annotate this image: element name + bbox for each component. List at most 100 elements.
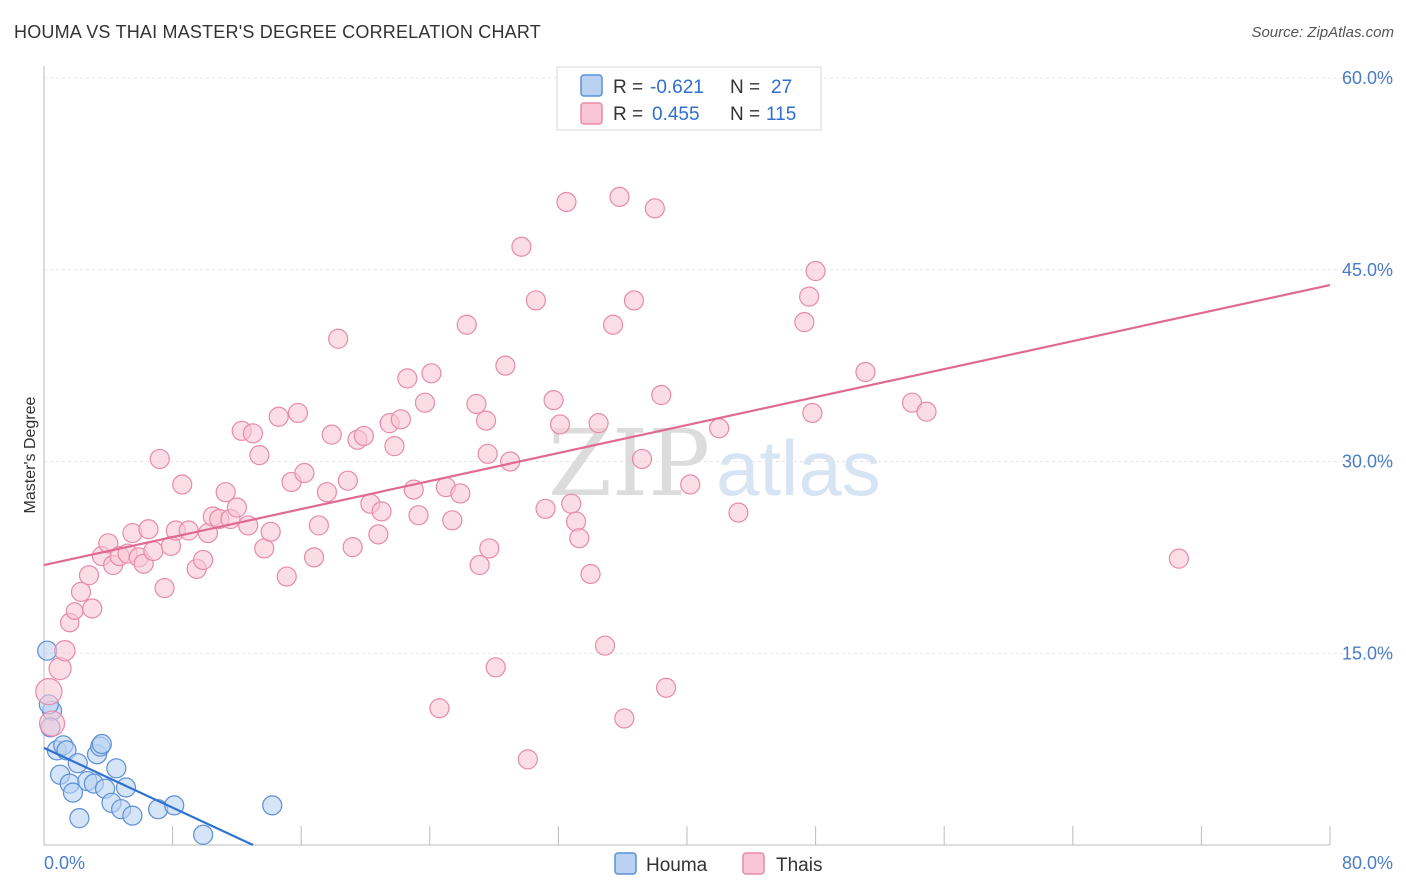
trend-line-houma (43, 746, 254, 846)
point-thais-17 (138, 519, 159, 540)
y-tick-label-3: 60.0% (1342, 68, 1393, 88)
point-thais-23 (172, 474, 193, 495)
y-tick-labels: 15.0% 30.0% 45.0% 60.0% (1342, 68, 1393, 663)
point-houma-10 (69, 808, 90, 829)
legend-label-thais: Thais (776, 855, 822, 876)
point-thais-19 (149, 448, 170, 470)
point-thais-93 (623, 290, 645, 311)
gridlines (44, 77, 1393, 654)
point-thais-105 (855, 361, 876, 383)
point-thais-50 (342, 537, 363, 558)
point-thais-52 (353, 425, 374, 447)
series-legend: Houma Thais (614, 852, 822, 876)
point-thais-82 (549, 414, 571, 435)
point-houma-24 (193, 824, 214, 845)
point-thais-63 (421, 363, 442, 384)
point-thais-108 (1168, 548, 1189, 569)
point-thais-6 (70, 581, 92, 602)
point-houma-18 (106, 758, 127, 779)
point-thais-57 (384, 436, 405, 457)
point-houma-21 (122, 805, 143, 826)
point-thais-35 (242, 423, 264, 444)
point-thais-58 (390, 409, 411, 430)
watermark: ZIP atlas (548, 410, 881, 517)
chart-title: HOUMA VS THAI MASTER'S DEGREE CORRELATIO… (14, 22, 541, 42)
point-thais-47 (321, 424, 342, 445)
point-thais-55 (371, 501, 392, 522)
point-thais-61 (408, 505, 429, 526)
point-thais-0 (35, 677, 63, 706)
source-credit: Source: ZipAtlas.com (1251, 24, 1394, 41)
x-tick-labels: 0.0% 80.0% (44, 853, 1393, 873)
point-houma-25 (262, 795, 283, 816)
point-thais-106 (901, 392, 923, 413)
point-thais-66 (442, 510, 463, 531)
stats-r-label-thais: R = (613, 104, 643, 125)
stats-n-label-thais: N = (730, 104, 760, 125)
point-thais-73 (477, 443, 498, 464)
point-thais-107 (916, 401, 937, 422)
point-thais-45 (308, 515, 329, 536)
point-thais-100 (728, 502, 749, 523)
point-thais-98 (680, 474, 701, 495)
point-thais-38 (260, 521, 281, 542)
stats-n-label-houma: N = (730, 77, 760, 98)
series-thais (35, 186, 1189, 770)
point-thais-30 (215, 482, 236, 503)
point-thais-79 (525, 290, 546, 311)
point-thais-59 (397, 368, 418, 389)
point-thais-70 (469, 554, 490, 576)
y-tick-label-2: 45.0% (1342, 260, 1393, 280)
point-thais-75 (495, 355, 516, 376)
point-thais-104 (805, 260, 826, 282)
point-thais-8 (82, 598, 103, 619)
point-thais-95 (644, 198, 665, 219)
point-thais-26 (193, 549, 214, 571)
point-thais-102 (799, 286, 820, 307)
point-thais-87 (580, 563, 601, 585)
stats-legend: R = -0.621 N = 27 R = 0.455 N = 115 (556, 66, 822, 131)
legend-swatch-thais (742, 852, 765, 875)
stats-r-value-thais: 0.455 (652, 104, 700, 125)
point-thais-18 (143, 540, 164, 562)
point-thais-84 (561, 493, 582, 514)
data-points (35, 186, 1189, 845)
point-houma-0 (37, 640, 58, 661)
point-thais-40 (276, 566, 297, 587)
y-axis-label: Master's Degree (22, 396, 39, 513)
point-thais-46 (316, 482, 338, 503)
point-thais-43 (294, 462, 315, 484)
point-thais-77 (511, 236, 532, 257)
point-thais-92 (614, 708, 635, 729)
point-thais-44 (303, 547, 325, 568)
point-thais-62 (414, 392, 436, 413)
point-thais-42 (287, 402, 309, 424)
y-tick-label-1: 30.0% (1342, 452, 1393, 472)
point-thais-49 (337, 470, 358, 491)
point-houma-20 (115, 777, 137, 798)
point-thais-72 (479, 538, 500, 559)
point-thais-10 (98, 533, 119, 554)
point-thais-1 (38, 710, 66, 737)
point-thais-67 (450, 483, 471, 504)
x-tick-label-max: 80.0% (1342, 853, 1393, 873)
legend-label-houma: Houma (646, 855, 708, 876)
point-thais-24 (178, 520, 199, 541)
point-thais-36 (249, 445, 270, 466)
point-thais-85 (565, 511, 587, 532)
trend-lines (43, 284, 1331, 846)
point-thais-91 (609, 186, 630, 207)
legend-swatch-houma (614, 852, 637, 875)
series-houma (37, 640, 283, 845)
x-tick-label-min: 0.0% (44, 853, 85, 873)
point-thais-97 (656, 677, 677, 698)
stats-r-value-houma: -0.621 (650, 77, 704, 98)
stats-swatch-thais (580, 102, 603, 125)
point-thais-81 (543, 390, 564, 411)
stats-n-value-houma: 27 (771, 77, 792, 98)
point-thais-88 (588, 413, 609, 434)
trend-line-thais (43, 284, 1331, 567)
stats-swatch-houma (580, 74, 603, 97)
point-thais-90 (602, 314, 624, 335)
